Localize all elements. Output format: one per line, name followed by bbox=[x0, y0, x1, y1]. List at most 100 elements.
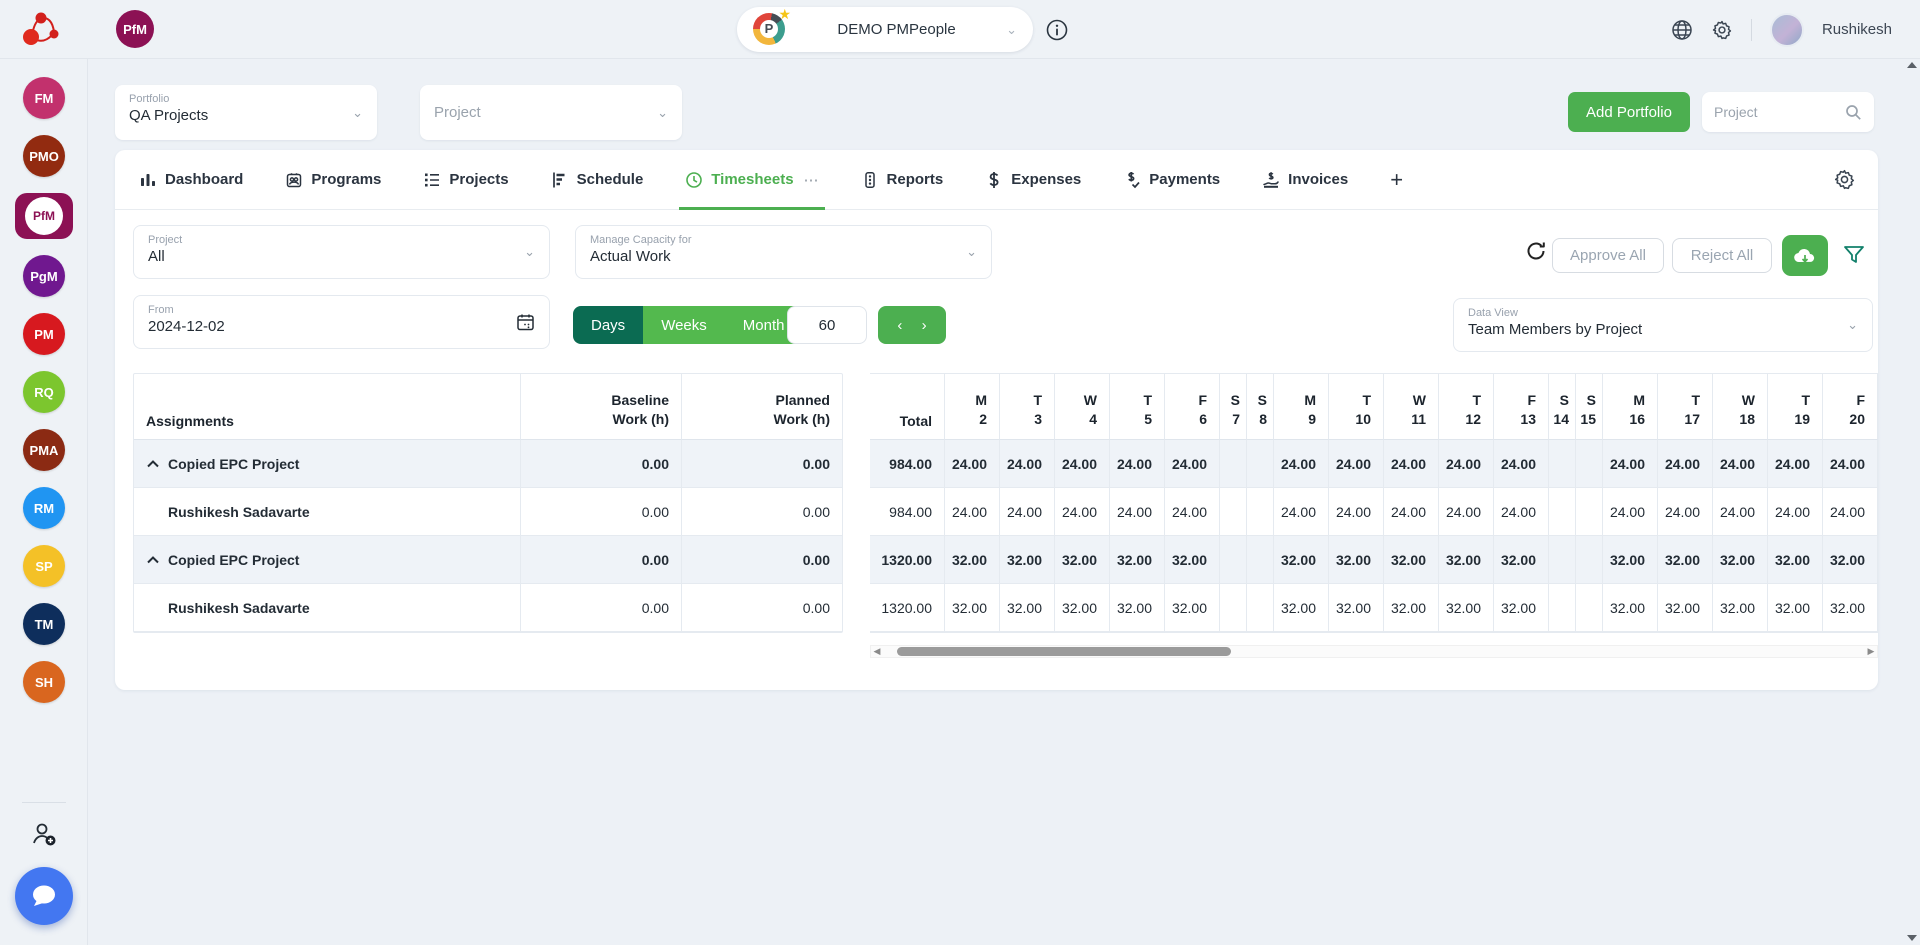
day-value-cell[interactable]: 24.00 bbox=[945, 440, 1000, 488]
filter-icon[interactable] bbox=[1842, 243, 1866, 267]
page-scroll-up-arrow[interactable] bbox=[1907, 62, 1917, 68]
chat-button[interactable] bbox=[15, 867, 73, 925]
day-value-cell[interactable] bbox=[1247, 584, 1274, 632]
project-filter-select[interactable]: Project All ⌄ bbox=[133, 225, 550, 279]
tab-reports[interactable]: Reports bbox=[861, 150, 943, 210]
day-value-cell[interactable]: 24.00 bbox=[1603, 488, 1658, 536]
day-value-cell[interactable]: 24.00 bbox=[1823, 488, 1878, 536]
tab-programs[interactable]: Programs bbox=[285, 150, 381, 210]
day-value-cell[interactable] bbox=[1247, 536, 1274, 584]
calendar-icon[interactable] bbox=[516, 313, 535, 332]
approve-all-button[interactable]: Approve All bbox=[1552, 238, 1664, 273]
tab-expenses[interactable]: Expenses bbox=[985, 150, 1081, 210]
day-value-cell[interactable]: 24.00 bbox=[1603, 440, 1658, 488]
day-value-cell[interactable] bbox=[1220, 584, 1247, 632]
day-value-cell[interactable]: 24.00 bbox=[1329, 440, 1384, 488]
page-scroll-down-arrow[interactable] bbox=[1907, 935, 1917, 941]
sidebar-role-pgm[interactable]: PgM bbox=[23, 255, 65, 297]
day-value-cell[interactable]: 24.00 bbox=[1110, 488, 1165, 536]
day-value-cell[interactable]: 32.00 bbox=[1603, 584, 1658, 632]
sidebar-role-sp[interactable]: SP bbox=[23, 545, 65, 587]
day-value-cell[interactable] bbox=[1220, 440, 1247, 488]
day-value-cell[interactable]: 32.00 bbox=[1494, 584, 1549, 632]
day-value-cell[interactable]: 24.00 bbox=[1658, 488, 1713, 536]
reject-all-button[interactable]: Reject All bbox=[1672, 238, 1772, 273]
day-value-cell[interactable]: 24.00 bbox=[1823, 440, 1878, 488]
day-value-cell[interactable]: 24.00 bbox=[1713, 440, 1768, 488]
day-value-cell[interactable] bbox=[1220, 536, 1247, 584]
day-value-cell[interactable]: 24.00 bbox=[1165, 488, 1220, 536]
day-value-cell[interactable] bbox=[1576, 536, 1603, 584]
day-value-cell[interactable]: 24.00 bbox=[1000, 488, 1055, 536]
next-period-button[interactable]: › bbox=[921, 316, 927, 334]
day-value-cell[interactable] bbox=[1549, 440, 1576, 488]
tab-overflow-menu-icon[interactable]: ⋯ bbox=[803, 171, 819, 189]
panel-gear-icon[interactable] bbox=[1833, 168, 1856, 191]
day-value-cell[interactable] bbox=[1549, 488, 1576, 536]
day-value-cell[interactable]: 24.00 bbox=[1384, 440, 1439, 488]
day-value-cell[interactable]: 32.00 bbox=[945, 584, 1000, 632]
day-value-cell[interactable]: 32.00 bbox=[1658, 536, 1713, 584]
day-value-cell[interactable] bbox=[1549, 584, 1576, 632]
from-date-field[interactable]: From 2024-12-02 bbox=[133, 295, 550, 349]
day-value-cell[interactable]: 24.00 bbox=[1768, 488, 1823, 536]
day-value-cell[interactable]: 24.00 bbox=[1000, 440, 1055, 488]
scrollbar-thumb[interactable] bbox=[897, 647, 1231, 656]
sidebar-role-pma[interactable]: PMA bbox=[23, 429, 65, 471]
tab-projects[interactable]: Projects bbox=[423, 150, 509, 210]
capacity-select[interactable]: Manage Capacity for Actual Work ⌄ bbox=[575, 225, 992, 279]
day-value-cell[interactable]: 24.00 bbox=[1165, 440, 1220, 488]
info-icon[interactable] bbox=[1046, 19, 1068, 41]
day-value-cell[interactable]: 32.00 bbox=[1000, 584, 1055, 632]
sidebar-role-pm[interactable]: PM bbox=[23, 313, 65, 355]
tab-invoices[interactable]: Invoices bbox=[1262, 150, 1348, 210]
day-value-cell[interactable]: 32.00 bbox=[1110, 584, 1165, 632]
project-select-top[interactable]: Project ⌄ bbox=[420, 85, 682, 140]
tab-add-tab[interactable]: + bbox=[1390, 150, 1403, 210]
member-name-cell[interactable]: Rushikesh Sadavarte bbox=[134, 584, 521, 632]
refresh-icon[interactable] bbox=[1525, 240, 1547, 262]
day-value-cell[interactable]: 24.00 bbox=[1494, 488, 1549, 536]
day-value-cell[interactable]: 32.00 bbox=[1055, 584, 1110, 632]
data-view-select[interactable]: Data View Team Members by Project ⌄ bbox=[1453, 298, 1873, 352]
sidebar-role-tm[interactable]: TM bbox=[23, 603, 65, 645]
day-value-cell[interactable]: 32.00 bbox=[1494, 536, 1549, 584]
day-value-cell[interactable]: 24.00 bbox=[1329, 488, 1384, 536]
add-portfolio-button[interactable]: Add Portfolio bbox=[1568, 92, 1690, 132]
day-value-cell[interactable]: 24.00 bbox=[945, 488, 1000, 536]
day-value-cell[interactable]: 32.00 bbox=[1165, 536, 1220, 584]
day-value-cell[interactable]: 32.00 bbox=[1000, 536, 1055, 584]
user-avatar[interactable] bbox=[1769, 12, 1804, 47]
sidebar-role-fm[interactable]: FM bbox=[23, 77, 65, 119]
day-value-cell[interactable]: 32.00 bbox=[1823, 584, 1878, 632]
sidebar-role-rq[interactable]: RQ bbox=[23, 371, 65, 413]
scroll-left-arrow[interactable]: ◀ bbox=[873, 646, 881, 656]
day-value-cell[interactable]: 32.00 bbox=[1329, 536, 1384, 584]
tab-payments[interactable]: Payments bbox=[1123, 150, 1220, 210]
day-value-cell[interactable] bbox=[1576, 584, 1603, 632]
day-value-cell[interactable]: 24.00 bbox=[1439, 488, 1494, 536]
project-name-cell[interactable]: Copied EPC Project bbox=[134, 440, 521, 488]
day-value-cell[interactable] bbox=[1220, 488, 1247, 536]
day-value-cell[interactable]: 24.00 bbox=[1494, 440, 1549, 488]
previous-period-button[interactable]: ‹ bbox=[897, 316, 903, 334]
day-value-cell[interactable]: 32.00 bbox=[1165, 584, 1220, 632]
day-value-cell[interactable] bbox=[1576, 440, 1603, 488]
day-value-cell[interactable]: 24.00 bbox=[1658, 440, 1713, 488]
sidebar-role-pfm-active[interactable]: PfM bbox=[15, 193, 73, 239]
gear-icon[interactable] bbox=[1711, 19, 1733, 41]
sidebar-role-sh[interactable]: SH bbox=[23, 661, 65, 703]
day-value-cell[interactable]: 32.00 bbox=[1439, 536, 1494, 584]
day-value-cell[interactable]: 32.00 bbox=[1439, 584, 1494, 632]
scrollbar-track[interactable] bbox=[883, 645, 1865, 658]
day-value-cell[interactable]: 24.00 bbox=[1713, 488, 1768, 536]
day-value-cell[interactable]: 24.00 bbox=[1110, 440, 1165, 488]
period-count-input[interactable] bbox=[787, 306, 867, 344]
day-value-cell[interactable]: 24.00 bbox=[1274, 440, 1329, 488]
day-value-cell[interactable]: 32.00 bbox=[1768, 536, 1823, 584]
day-value-cell[interactable]: 24.00 bbox=[1768, 440, 1823, 488]
day-value-cell[interactable]: 32.00 bbox=[1329, 584, 1384, 632]
globe-icon[interactable] bbox=[1671, 19, 1693, 41]
tab-timesheets[interactable]: Timesheets ⋯ bbox=[679, 150, 825, 210]
tab-dashboard[interactable]: Dashboard bbox=[139, 150, 243, 210]
